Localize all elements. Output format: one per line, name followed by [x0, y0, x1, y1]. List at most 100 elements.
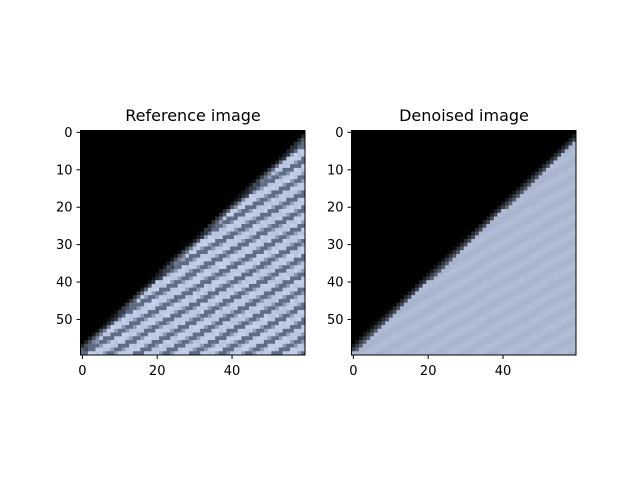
pixel-cell [163, 198, 167, 202]
pixel-cell [137, 213, 141, 217]
pixel-cell [264, 198, 268, 202]
pixel-cell [460, 145, 464, 149]
pixel-cell [234, 303, 238, 307]
pixel-cell [408, 198, 412, 202]
pixel-cell [155, 217, 159, 221]
pixel-cell [286, 172, 290, 176]
pixel-cell [249, 131, 253, 135]
pixel-cell [211, 273, 215, 277]
pixel-cell [92, 314, 96, 318]
pixel-cell [260, 239, 264, 243]
pixel-cell [512, 157, 516, 161]
pixel-cell [92, 190, 96, 194]
pixel-cell [193, 160, 197, 164]
pixel-cell [211, 157, 215, 161]
pixel-cell [137, 153, 141, 157]
pixel-cell [204, 153, 208, 157]
pixel-cell [163, 142, 167, 146]
pixel-cell [155, 138, 159, 142]
pixel-cell [148, 145, 152, 149]
pixel-cell [279, 284, 283, 288]
pixel-cell [279, 164, 283, 168]
pixel-cell [490, 145, 494, 149]
pixel-cell [460, 172, 464, 176]
pixel-cell [167, 198, 171, 202]
pixel-cell [170, 269, 174, 273]
pixel-cell [155, 228, 159, 232]
pixel-cell [226, 157, 230, 161]
pixel-cell [524, 153, 528, 157]
pixel-cell [137, 198, 141, 202]
pixel-cell [374, 149, 378, 153]
pixel-cell [290, 202, 294, 206]
pixel-cell [531, 164, 535, 168]
pixel-cell [223, 138, 227, 142]
pixel-cell [200, 228, 204, 232]
pixel-cell [268, 235, 272, 239]
pixel-cell [389, 160, 393, 164]
pixel-cell [189, 164, 193, 168]
pixel-cell [378, 190, 382, 194]
pixel-cell [144, 235, 148, 239]
pixel-cell [215, 149, 219, 153]
pixel-cell [286, 295, 290, 299]
pixel-cell [189, 291, 193, 295]
pixel-cell [449, 175, 453, 179]
pixel-cell [520, 205, 524, 209]
pixel-cell [294, 205, 298, 209]
pixel-cell [114, 142, 118, 146]
pixel-cell [245, 217, 249, 221]
pixel-cell [122, 220, 126, 224]
pixel-cell [256, 250, 260, 254]
pixel-cell [467, 202, 471, 206]
pixel-cell [107, 145, 111, 149]
pixel-cell [546, 183, 550, 187]
pixel-cell [268, 209, 272, 213]
pixel-cell [516, 168, 520, 172]
pixel-cell [434, 142, 438, 146]
pixel-cell [279, 318, 283, 322]
pixel-cell [234, 190, 238, 194]
pixel-cell [155, 131, 159, 135]
pixel-cell [449, 138, 453, 142]
pixel-cell [434, 179, 438, 183]
pixel-cell [144, 336, 148, 340]
pixel-cell [479, 202, 483, 206]
pixel-cell [204, 209, 208, 213]
pixel-cell [249, 168, 253, 172]
pixel-cell [219, 303, 223, 307]
pixel-cell [219, 224, 223, 228]
pixel-cell [294, 190, 298, 194]
pixel-cell [366, 172, 370, 176]
pixel-cell [92, 232, 96, 236]
pixel-cell [249, 198, 253, 202]
pixel-cell [238, 288, 242, 292]
pixel-cell [226, 138, 230, 142]
pixel-cell [163, 325, 167, 329]
pixel-cell [137, 142, 141, 146]
pixel-cell [449, 149, 453, 153]
pixel-cell [467, 172, 471, 176]
pixel-cell [140, 239, 144, 243]
pixel-cell [223, 310, 227, 314]
pixel-cell [569, 149, 573, 153]
pixel-cell [441, 160, 445, 164]
pixel-cell [159, 306, 163, 310]
pixel-cell [110, 194, 114, 198]
pixel-cell [286, 314, 290, 318]
pixel-cell [81, 149, 85, 153]
pixel-cell [260, 142, 264, 146]
pixel-cell [174, 202, 178, 206]
pixel-cell [122, 314, 126, 318]
pixel-cell [253, 299, 257, 303]
pixel-cell [298, 276, 302, 280]
pixel-cell [453, 142, 457, 146]
pixel-cell [211, 258, 215, 262]
pixel-cell [84, 261, 88, 265]
pixel-cell [226, 295, 230, 299]
pixel-cell [453, 172, 457, 176]
pixel-cell [445, 142, 449, 146]
pixel-cell [84, 291, 88, 295]
pixel-cell [152, 265, 156, 269]
pixel-cell [298, 280, 302, 284]
